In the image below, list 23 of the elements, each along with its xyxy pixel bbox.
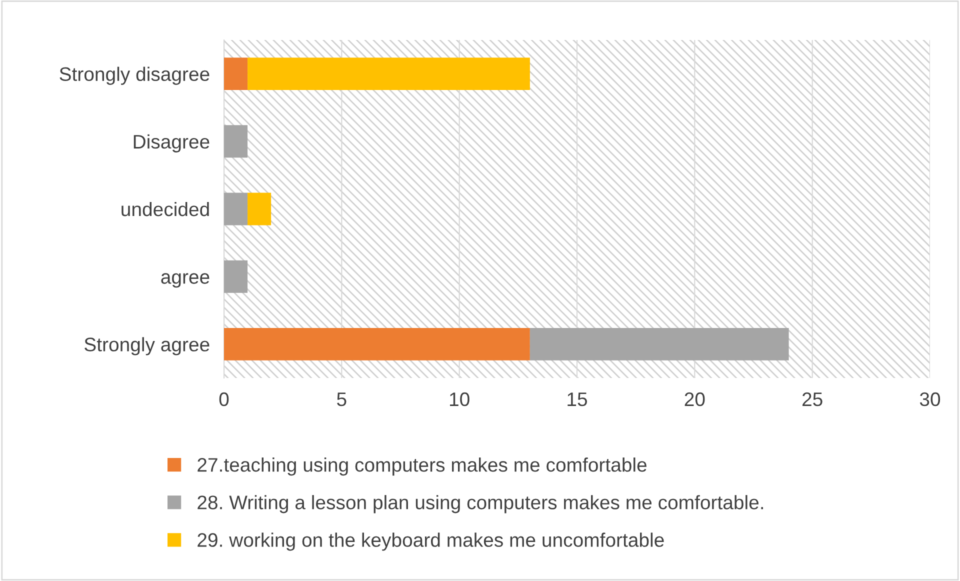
y-tick-label: undecided <box>122 202 209 216</box>
bar <box>248 192 272 226</box>
y-tick-label: agree <box>161 273 210 288</box>
y-tick-label: Disagree <box>134 134 210 152</box>
bar <box>530 328 789 360</box>
x-tick-label: 15 <box>568 392 587 406</box>
y-tick-label: Strongly agree <box>84 337 210 356</box>
x-tick-label: 20 <box>684 392 705 406</box>
x-tick-label: 5 <box>337 392 346 406</box>
y-tick-label: Strongly disagree <box>60 66 210 85</box>
bar <box>224 192 248 226</box>
bar <box>224 328 530 360</box>
legend-label: 27.teaching using computers makes me comfortable <box>198 458 646 476</box>
bar <box>224 260 248 293</box>
legend-label: 29. working on the keyboard makes me uncomfortable <box>198 532 664 551</box>
bar <box>224 125 248 158</box>
x-tick-label: 0 <box>219 392 229 406</box>
legend-label: 28. Writing a lesson plan using computers makes me comfortable. <box>198 495 764 514</box>
x-tick-label: 10 <box>450 392 470 406</box>
bar <box>224 58 248 90</box>
bar <box>248 58 530 90</box>
x-tick-label: 25 <box>802 392 822 406</box>
x-tick-label: 30 <box>920 392 940 406</box>
